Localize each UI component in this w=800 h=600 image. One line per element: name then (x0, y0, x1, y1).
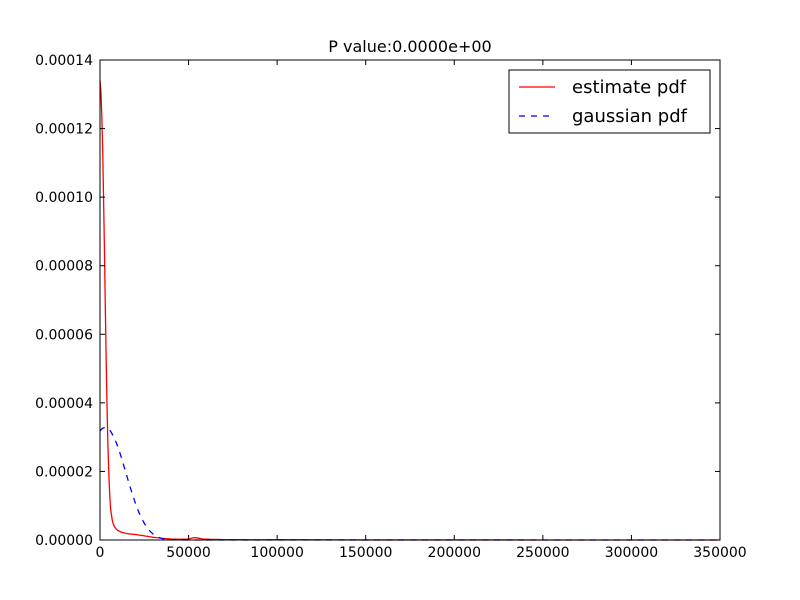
x-tick-label: 0 (96, 545, 105, 561)
chart-title: P value:0.0000e+00 (328, 37, 491, 56)
x-tick-label: 300000 (605, 545, 658, 561)
axes-frame (99, 59, 721, 541)
y-tick-label: 0.00000 (35, 533, 93, 549)
axis-ticks: 0 50000 100000 150000 200000 250000 300000 3500… (35, 53, 747, 561)
x-tick-label: 350000 (693, 545, 746, 561)
y-tick-label: 0.00004 (35, 396, 93, 412)
y-tick-label: 0.00012 (35, 122, 93, 138)
y-tick-label: 0.00002 (35, 464, 93, 480)
y-tick-label: 0.00006 (35, 327, 93, 343)
x-tick-label: 150000 (339, 545, 392, 561)
legend-label-estimate-pdf: estimate pdf (572, 77, 687, 98)
y-tick-label: 0.00010 (35, 190, 93, 206)
y-tick-label: 0.00008 (35, 259, 93, 275)
x-tick-label: 250000 (516, 545, 569, 561)
legend: estimate pdf gaussian pdf (508, 69, 711, 134)
legend-label-gaussian-pdf: gaussian pdf (572, 106, 688, 127)
y-tick-label: 0.00014 (35, 53, 93, 69)
x-tick-label: 100000 (250, 545, 303, 561)
legend-frame (508, 69, 711, 134)
x-tick-label: 50000 (166, 545, 211, 561)
x-tick-label: 200000 (428, 545, 481, 561)
